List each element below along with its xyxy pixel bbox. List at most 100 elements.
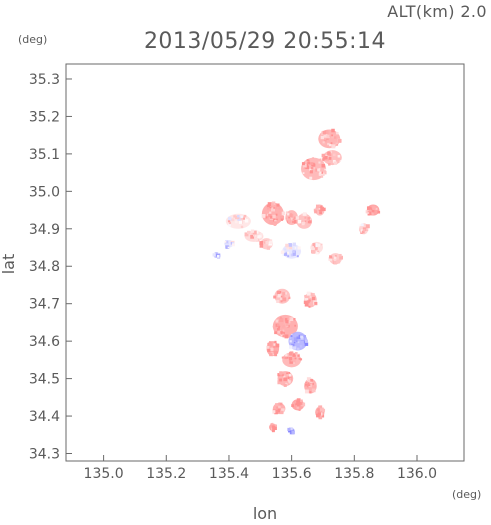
echo-pixel bbox=[277, 327, 280, 331]
echo-pixel bbox=[283, 375, 286, 379]
echo-pixel bbox=[328, 156, 332, 160]
y-tick-label: 34.6 bbox=[29, 334, 60, 350]
echo-pixel bbox=[274, 331, 277, 335]
echo-pixel bbox=[365, 210, 369, 214]
echo-pixel bbox=[290, 253, 294, 257]
echo-pixel bbox=[276, 323, 280, 327]
echo-pixel bbox=[284, 248, 287, 251]
echo-pixel bbox=[289, 213, 293, 218]
echo-pixel bbox=[309, 168, 312, 172]
echo-pixel bbox=[266, 207, 270, 210]
echo-pixel bbox=[366, 229, 369, 232]
echo-pixel bbox=[286, 372, 289, 375]
echo-pixel bbox=[312, 292, 315, 296]
echo-pixel bbox=[371, 212, 374, 216]
echo-pixel bbox=[308, 220, 312, 224]
echo-pixel bbox=[288, 381, 291, 384]
echo-pixel bbox=[326, 139, 329, 142]
y-tick-label: 35.1 bbox=[29, 147, 60, 163]
echo-pixel bbox=[375, 207, 378, 210]
echo-pixel bbox=[289, 337, 292, 339]
echo-pixel bbox=[270, 423, 273, 425]
echo-pixel bbox=[311, 296, 316, 301]
echo-pixel bbox=[263, 240, 266, 243]
echo-pixel bbox=[273, 426, 277, 431]
echo-pixel bbox=[231, 225, 234, 228]
echo-pixel bbox=[285, 354, 288, 357]
echo-pixel bbox=[271, 422, 274, 425]
echo-pixel bbox=[329, 154, 332, 157]
echo-pixel bbox=[312, 383, 315, 385]
echo-pixel bbox=[289, 352, 293, 356]
echo-pixel bbox=[302, 225, 306, 229]
echo-pixel bbox=[270, 347, 274, 351]
echo-pixel bbox=[240, 225, 244, 229]
echo-pixel bbox=[367, 211, 372, 216]
echo-pixel bbox=[293, 341, 296, 344]
echo-pixel bbox=[296, 336, 300, 340]
echo-pixel bbox=[279, 318, 284, 323]
echo-pixel bbox=[292, 353, 296, 357]
echo-pixel bbox=[331, 144, 336, 149]
echo-pixel bbox=[331, 128, 335, 133]
x-axis: 135.0 135.2 135.4 135.6 135.8 136.0 bbox=[84, 455, 437, 482]
echo-pixel bbox=[278, 405, 281, 409]
echo-pixel bbox=[360, 231, 363, 235]
echo-pixel bbox=[227, 246, 230, 249]
echo-pixel bbox=[269, 206, 272, 209]
echo-pixel bbox=[285, 243, 289, 248]
echo-pixel bbox=[288, 371, 291, 374]
echo-pixel bbox=[369, 207, 372, 209]
echo-pixel bbox=[306, 291, 311, 296]
echo-pixel bbox=[307, 161, 311, 165]
echo-pixel bbox=[266, 246, 270, 250]
echo-pixel bbox=[335, 142, 338, 145]
echo-pixel bbox=[275, 407, 280, 411]
echo-pixel bbox=[253, 234, 256, 237]
echo-pixel bbox=[307, 159, 310, 162]
echo-pixel bbox=[306, 377, 311, 382]
echo-pixel bbox=[300, 335, 304, 339]
echo-pixel bbox=[272, 214, 276, 219]
echo-pixel bbox=[304, 216, 307, 219]
echo-pixel bbox=[242, 217, 246, 220]
echo-pixel bbox=[292, 346, 297, 350]
echo-pixel bbox=[288, 374, 292, 377]
echo-pixel bbox=[279, 371, 283, 375]
echo-pixel bbox=[297, 341, 300, 344]
echo-pixel bbox=[286, 356, 289, 359]
echo-pixel bbox=[327, 142, 330, 146]
echo-pixel bbox=[324, 168, 326, 171]
echo-pixel bbox=[280, 250, 285, 254]
echo-pixel bbox=[333, 256, 337, 260]
echo-pixel bbox=[231, 218, 235, 222]
echo-pixel bbox=[304, 220, 307, 223]
echo-pixel bbox=[318, 208, 321, 210]
echo-pixel bbox=[293, 359, 296, 363]
echo-pixel bbox=[323, 170, 327, 175]
echo-pixel bbox=[279, 316, 282, 319]
echo-pixel bbox=[232, 243, 235, 247]
echo-pixel bbox=[309, 391, 312, 394]
echo-pixel bbox=[280, 300, 283, 303]
chart-title: 2013/05/29 20:55:14 bbox=[144, 29, 386, 54]
echo-pixel bbox=[315, 251, 319, 255]
y-tick-label: 34.3 bbox=[29, 447, 60, 463]
echo-pixel bbox=[300, 402, 303, 405]
echo-pixel bbox=[337, 155, 341, 158]
echo-pixel bbox=[298, 357, 301, 360]
echo-pixel bbox=[281, 408, 285, 412]
echo-pixel bbox=[297, 354, 300, 357]
echo-pixel bbox=[320, 171, 323, 174]
echo-pixel bbox=[310, 378, 313, 382]
echo-pixel bbox=[307, 217, 311, 220]
echo-pixel bbox=[359, 224, 361, 227]
echo-pixel bbox=[308, 305, 311, 308]
echo-pixel bbox=[291, 217, 294, 221]
echo-pixel bbox=[279, 402, 283, 406]
echo-pixel bbox=[280, 331, 284, 335]
echo-pixel bbox=[279, 297, 283, 300]
echo-pixel bbox=[278, 206, 282, 210]
y-tick-label: 34.8 bbox=[29, 259, 60, 275]
